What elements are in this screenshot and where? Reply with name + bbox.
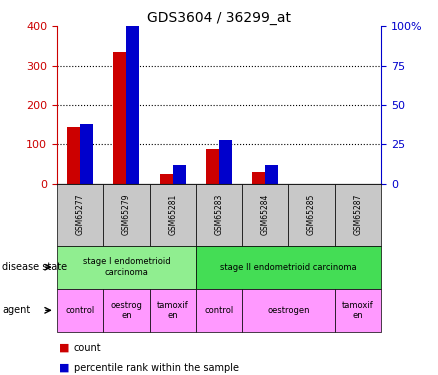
Text: ■: ■	[59, 343, 70, 353]
Text: disease state: disease state	[2, 262, 67, 272]
Bar	[113, 52, 127, 184]
Text: GSM65283: GSM65283	[215, 194, 223, 236]
Text: stage I endometrioid
carcinoma: stage I endometrioid carcinoma	[83, 258, 170, 277]
Text: oestrog
en: oestrog en	[110, 301, 142, 320]
Text: GSM65281: GSM65281	[168, 194, 177, 236]
Text: stage II endometrioid carcinoma: stage II endometrioid carcinoma	[220, 263, 357, 272]
Text: GSM65285: GSM65285	[307, 194, 316, 236]
Bar	[219, 140, 232, 184]
Text: tamoxif
en: tamoxif en	[342, 301, 374, 320]
Bar	[160, 174, 173, 184]
Text: GSM65279: GSM65279	[122, 194, 131, 236]
Bar	[206, 149, 219, 184]
Bar	[173, 165, 186, 184]
Text: percentile rank within the sample: percentile rank within the sample	[74, 363, 239, 373]
Text: GSM65284: GSM65284	[261, 194, 270, 236]
Bar	[127, 26, 139, 184]
Bar	[265, 165, 278, 184]
Text: ■: ■	[59, 363, 70, 373]
Text: oestrogen: oestrogen	[267, 306, 310, 315]
Text: control: control	[205, 306, 233, 315]
Text: count: count	[74, 343, 101, 353]
Text: GSM65277: GSM65277	[76, 194, 85, 236]
Text: GDS3604 / 36299_at: GDS3604 / 36299_at	[147, 11, 291, 25]
Bar	[80, 124, 93, 184]
Text: control: control	[65, 306, 95, 315]
Text: GSM65287: GSM65287	[353, 194, 362, 236]
Bar	[67, 128, 80, 184]
Bar	[252, 172, 265, 184]
Text: tamoxif
en: tamoxif en	[157, 301, 189, 320]
Text: agent: agent	[2, 305, 30, 315]
